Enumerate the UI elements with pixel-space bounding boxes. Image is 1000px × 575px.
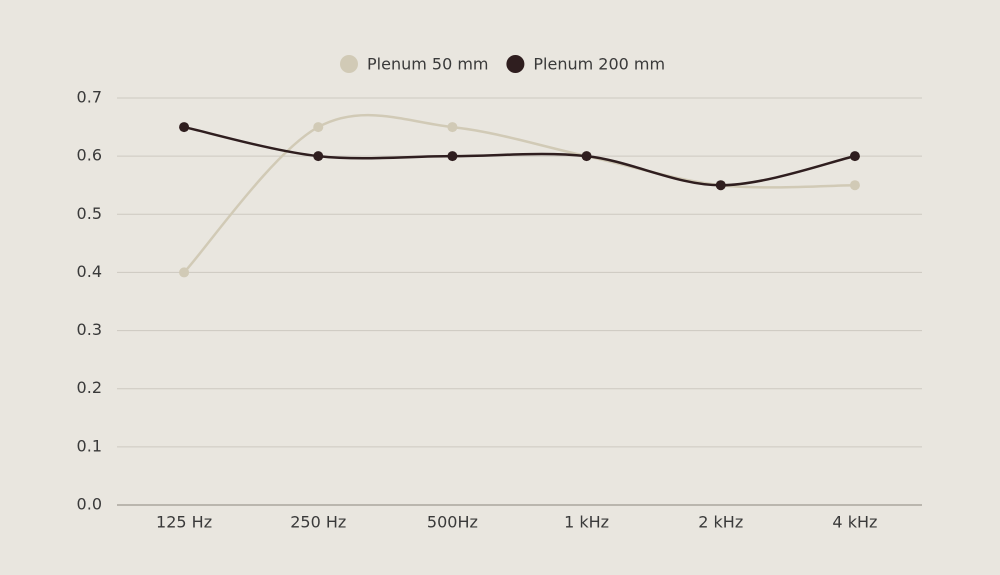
- x-tick-label: 125 Hz: [156, 513, 212, 532]
- y-tick-label: 0.7: [77, 88, 102, 107]
- data-point: [849, 180, 860, 191]
- x-tick-label: 1 kHz: [564, 513, 609, 532]
- y-tick-label: 0.2: [77, 378, 102, 397]
- data-point: [313, 122, 324, 133]
- data-point: [447, 122, 458, 133]
- legend-label: Plenum 50 mm: [367, 55, 489, 74]
- data-point: [849, 151, 860, 162]
- series-line: [183, 125, 856, 187]
- x-tick-label: 250 Hz: [290, 513, 346, 532]
- data-point: [179, 122, 190, 133]
- legend-label: Plenum 200 mm: [533, 55, 665, 74]
- data-point: [179, 267, 190, 278]
- y-tick-label: 0.3: [77, 320, 102, 339]
- y-tick-label: 0.0: [77, 495, 102, 514]
- data-point: [313, 151, 324, 162]
- x-tick-label: 2 kHz: [698, 513, 743, 532]
- y-tick-label: 0.4: [77, 262, 102, 281]
- series-line: [183, 113, 855, 274]
- y-tick-label: 0.1: [77, 436, 102, 455]
- y-tick-label: 0.6: [77, 146, 102, 165]
- data-point: [715, 180, 726, 191]
- data-point: [447, 151, 458, 162]
- x-tick-label: 500Hz: [427, 513, 478, 532]
- legend-marker: [506, 55, 525, 73]
- legend-marker: [340, 55, 358, 73]
- data-point: [581, 151, 592, 162]
- y-tick-label: 0.5: [77, 204, 102, 223]
- x-tick-label: 4 kHz: [832, 513, 877, 532]
